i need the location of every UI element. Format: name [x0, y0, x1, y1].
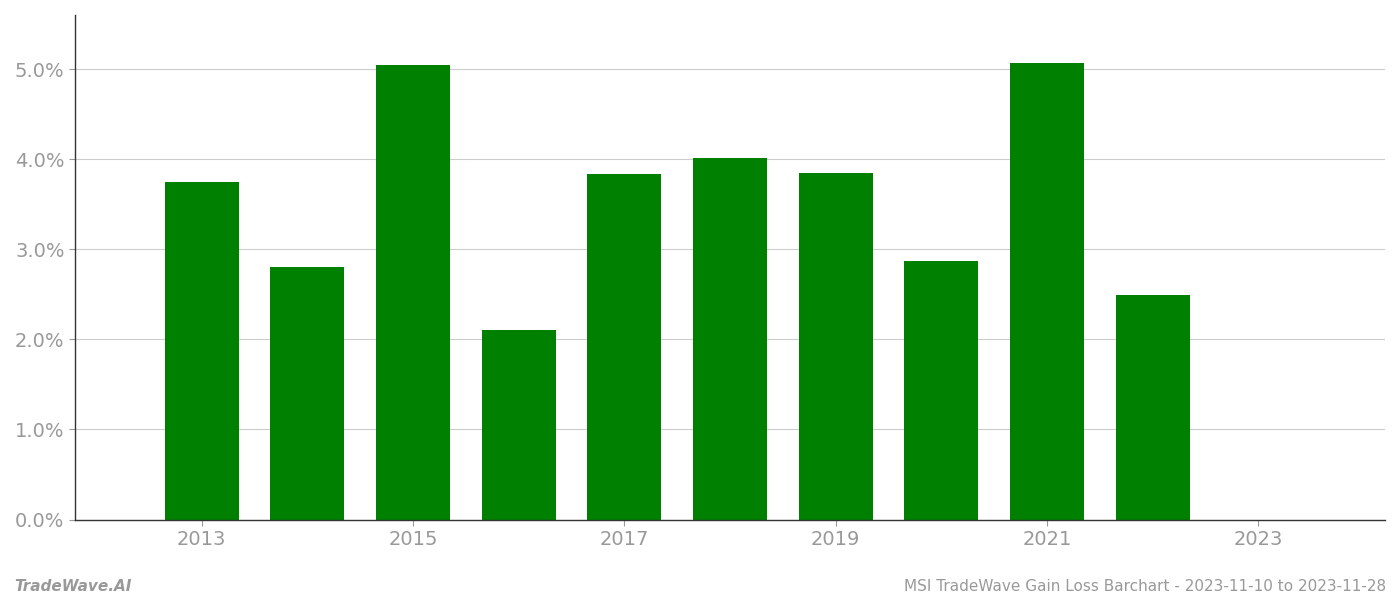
- Bar: [693, 158, 767, 520]
- Text: TradeWave.AI: TradeWave.AI: [14, 579, 132, 594]
- Bar: [1116, 295, 1190, 520]
- Bar: [270, 267, 344, 520]
- Bar: [798, 173, 872, 520]
- Bar: [588, 175, 661, 520]
- Text: MSI TradeWave Gain Loss Barchart - 2023-11-10 to 2023-11-28: MSI TradeWave Gain Loss Barchart - 2023-…: [904, 579, 1386, 594]
- Bar: [165, 182, 239, 520]
- Bar: [1009, 63, 1084, 520]
- Bar: [377, 65, 449, 520]
- Bar: [904, 261, 979, 520]
- Bar: [482, 331, 556, 520]
